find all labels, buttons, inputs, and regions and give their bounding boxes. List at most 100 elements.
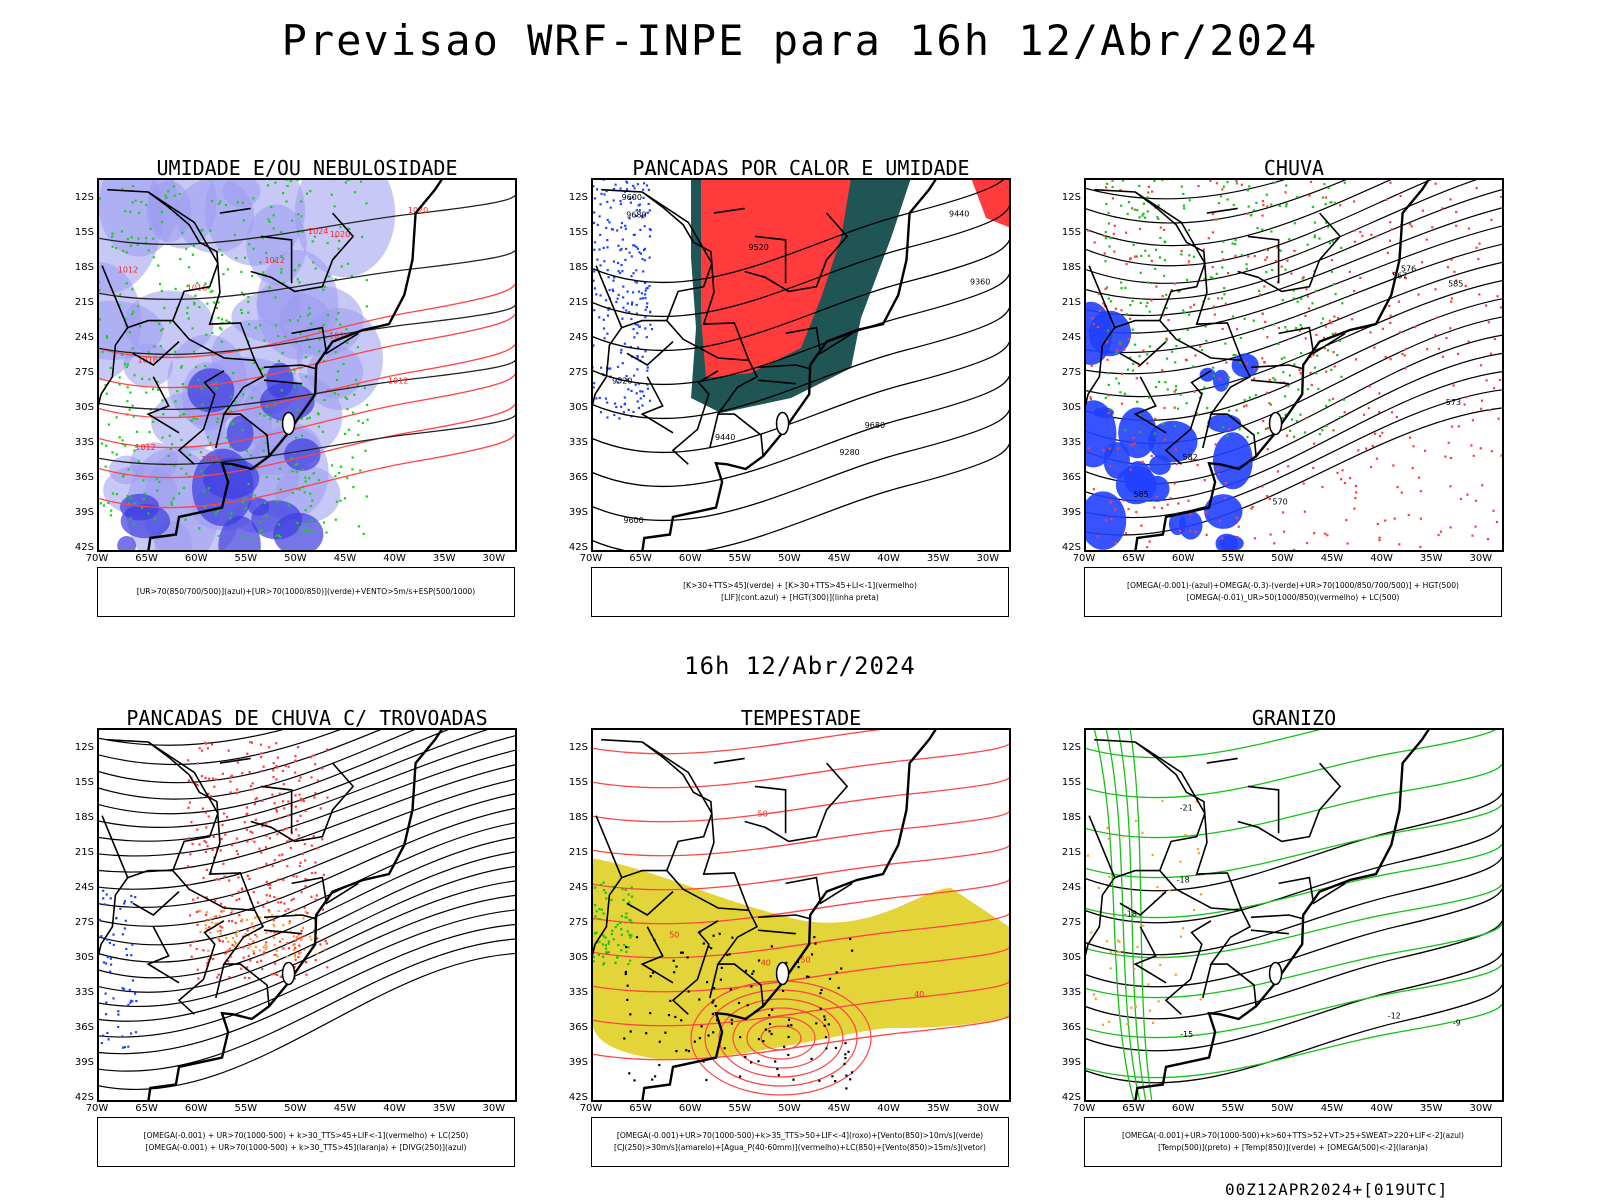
scatter-cell [622, 411, 625, 414]
latitude-label: 12S [568, 742, 588, 753]
contour-label: 50 [669, 930, 679, 939]
latitude-label: 18S [74, 812, 94, 823]
scatter-cell [229, 791, 232, 794]
latitude-label: 36S [568, 1022, 588, 1033]
longitude-label: 60W [678, 1103, 702, 1114]
scatter-cell [300, 215, 303, 218]
scatter-cell [606, 401, 609, 404]
scatter-cell [1108, 1020, 1111, 1023]
scatter-cell [238, 897, 241, 901]
scatter-cell [207, 958, 210, 961]
scatter-cell [277, 910, 280, 913]
scatter-cell [1392, 271, 1395, 274]
scatter-cell [1182, 204, 1185, 207]
scatter-cell [623, 396, 626, 399]
scatter-cell [1112, 232, 1115, 235]
scatter-cell [1300, 326, 1303, 329]
contour-label: -21 [1180, 803, 1193, 812]
longitude-label: 65W [629, 553, 652, 564]
scatter-cell [1212, 366, 1215, 369]
scatter-cell [1434, 182, 1437, 185]
political-border [1088, 815, 1242, 912]
scatter-cell [1086, 854, 1090, 857]
scatter-cell [1153, 179, 1156, 182]
scatter-cell [279, 940, 282, 943]
scatter-cell [218, 326, 222, 329]
scatter-cell [160, 210, 163, 213]
scatter-cell [739, 1036, 742, 1039]
latitude-label: 33S [74, 437, 94, 448]
scatter-cell [1104, 519, 1107, 522]
scatter-cell [1228, 409, 1231, 412]
scatter-cell [228, 948, 231, 951]
longitude-label: 45W [1320, 553, 1344, 564]
scatter-cell [202, 876, 205, 879]
scatter-cell [189, 853, 192, 856]
scatter-cell [1104, 231, 1107, 234]
scatter-cell [1404, 277, 1407, 280]
scatter-cell [785, 961, 788, 964]
scatter-cell [275, 766, 279, 769]
scatter-cell [216, 510, 220, 513]
scatter-cell [1175, 385, 1178, 388]
scatter-cell [1120, 309, 1123, 312]
scatter-cell [648, 228, 651, 231]
scatter-cell [115, 493, 118, 496]
scatter-cell [1179, 935, 1182, 938]
scatter-cell [619, 249, 622, 252]
contour-label: 40 [914, 990, 924, 999]
scatter-cell [1171, 350, 1174, 353]
scatter-cell [595, 931, 598, 934]
scatter-cell [1306, 243, 1309, 246]
scatter-cell [277, 523, 280, 526]
scatter-cell [1203, 479, 1206, 482]
scatter-cell [259, 916, 262, 919]
scatter-cell [281, 938, 284, 941]
scatter-cell [1302, 276, 1305, 279]
scatter-cell [224, 952, 227, 955]
contour-label: 1012 [388, 376, 408, 385]
scatter-cell [297, 834, 300, 837]
scatter-cell [1261, 200, 1265, 203]
scatter-cell [274, 296, 277, 299]
scatter-cell [244, 507, 247, 510]
scatter-cell [237, 876, 240, 879]
latitude-label: 21S [568, 847, 588, 858]
map-frame [1084, 728, 1504, 1102]
scatter-cell [1252, 319, 1255, 322]
scatter-cell [844, 1042, 847, 1045]
contour-line [97, 244, 517, 301]
latitude-label: 30S [74, 402, 94, 413]
scatter-cell [1326, 534, 1329, 537]
political-border [1094, 738, 1257, 1007]
scatter-cell [172, 497, 175, 500]
scatter-cell [216, 420, 219, 423]
scatter-cell [1174, 973, 1177, 976]
scatter-cell [281, 947, 284, 950]
scatter-cell [235, 792, 239, 795]
scatter-cell [204, 776, 207, 779]
scatter-cell [258, 847, 261, 850]
scatter-cell [1355, 358, 1358, 361]
contour-line [97, 409, 517, 466]
scatter-cell [844, 1053, 847, 1056]
shaded-area [1118, 407, 1157, 459]
scatter-cell [1290, 272, 1293, 275]
scatter-cell [206, 747, 209, 750]
streamline [1084, 178, 1352, 224]
longitude-label: 50W [1271, 553, 1294, 564]
scatter-cell [111, 451, 114, 454]
scatter-cell [1165, 307, 1168, 310]
longitude-label: 35W [1419, 1103, 1443, 1114]
scatter-cell [266, 900, 269, 904]
scatter-cell [101, 350, 104, 354]
scatter-cell [298, 936, 302, 939]
scatter-cell [158, 283, 162, 286]
streamline [1084, 279, 1504, 398]
scatter-cell [234, 921, 237, 925]
scatter-cell [181, 231, 184, 234]
scatter-cell [1123, 348, 1126, 351]
scatter-cell [1199, 998, 1202, 1001]
scatter-cell [221, 772, 224, 775]
scatter-cell [1234, 254, 1237, 257]
